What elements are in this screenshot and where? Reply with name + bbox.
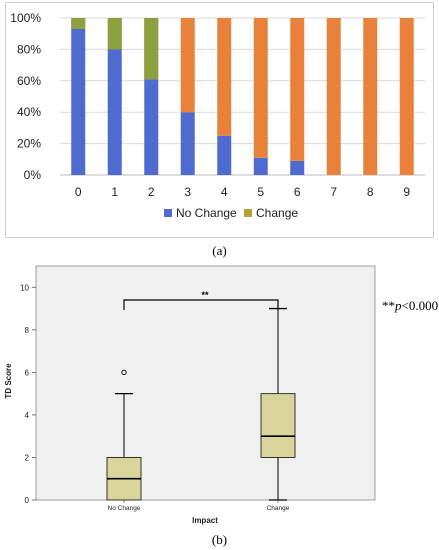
bar-no-change-1 [107,49,122,175]
caption-b: (b) [211,532,228,547]
x-tick-label-3: 3 [184,185,191,199]
boxes [106,307,296,501]
significance-label: ** [201,290,209,300]
legend-swatch-change [244,209,252,217]
legend-label-no-change: No Change [176,206,237,220]
x-tick-label-no-change: No Change [108,505,141,512]
bar-change-4 [217,18,232,136]
legend-swatch-no-change [164,209,172,217]
y-ticks: 0 2 4 6 8 10 [20,283,36,505]
bar-no-change-6 [290,160,305,175]
plot-area [35,265,376,501]
bar-no-change-0 [71,28,86,175]
x-tick-label-0: 0 [75,185,82,199]
bar-change-6 [290,18,305,161]
y-tick-label: 10 [20,283,29,292]
bar-change-5 [253,18,268,158]
x-tick-label-9: 9 [403,185,410,199]
y-tick-label: 0% [24,168,42,182]
bar-change-top-0 [71,18,86,29]
x-tick-label-7: 7 [330,185,337,199]
x-tick-label-2: 2 [148,185,155,199]
y-tick-label: 0 [25,496,30,505]
x-tick-label-5: 5 [257,185,264,199]
y-tick-label: 40% [17,105,41,119]
y-tick-label: 100% [10,11,41,25]
x-axis-label: Impact [192,516,218,525]
x-tick-labels: No Change Change [108,500,290,512]
caption-a: (a) [212,243,227,258]
legend-label-change: Change [256,206,298,220]
bar-no-change-4 [217,135,232,175]
bar-change-top-1 [107,18,122,50]
x-tick-label-change: Change [267,505,290,512]
y-tick-labels: 0% 20% 40% 60% 80% 100% [10,11,41,182]
y-tick-label: 2 [25,453,30,462]
y-tick-label: 6 [25,368,30,377]
x-tick-label-6: 6 [294,185,301,199]
box-change [260,393,296,458]
x-tick-label-8: 8 [367,185,374,199]
y-axis-label: TD Score [4,363,13,399]
significance-bracket: ** [123,290,279,310]
bar-change-top-2 [144,18,159,80]
p-note-stars: ** [382,298,395,313]
y-tick-label: 4 [25,411,30,420]
y-tick-label: 60% [17,74,41,88]
x-tick-labels: 0 1 2 3 4 5 6 7 8 9 [75,185,411,199]
bar-change-7 [326,18,341,175]
bar-no-change-5 [253,157,268,175]
boxplot-panel: 0 2 4 6 8 10 ** No Change Change Impact TD Sco… [4,265,376,525]
outlier-no-change [121,369,127,376]
legend: No Change Change [164,206,298,220]
bar-change-3 [180,18,195,113]
y-tick-label: 8 [25,326,30,335]
p-note-var: p [395,298,402,313]
x-tick-label-1: 1 [111,185,118,199]
y-tick-label: 20% [17,137,41,151]
bar-change-8 [363,18,378,175]
p-note-value: <0.0005 [401,298,439,313]
bar-no-change-2 [144,79,159,175]
p-value-note: **p<0.0005 [382,298,439,314]
bracket-line [123,299,279,310]
bars [71,18,414,175]
y-tick-label: 80% [17,42,41,56]
x-tick-label-4: 4 [221,185,228,199]
bar-change-9 [399,18,414,175]
bar-no-change-3 [180,112,195,175]
stacked-bar-chart-panel: 0% 20% 40% 60% 80% 100% 0 1 2 3 4 5 6 7 8 9 No Change … [5,2,434,238]
